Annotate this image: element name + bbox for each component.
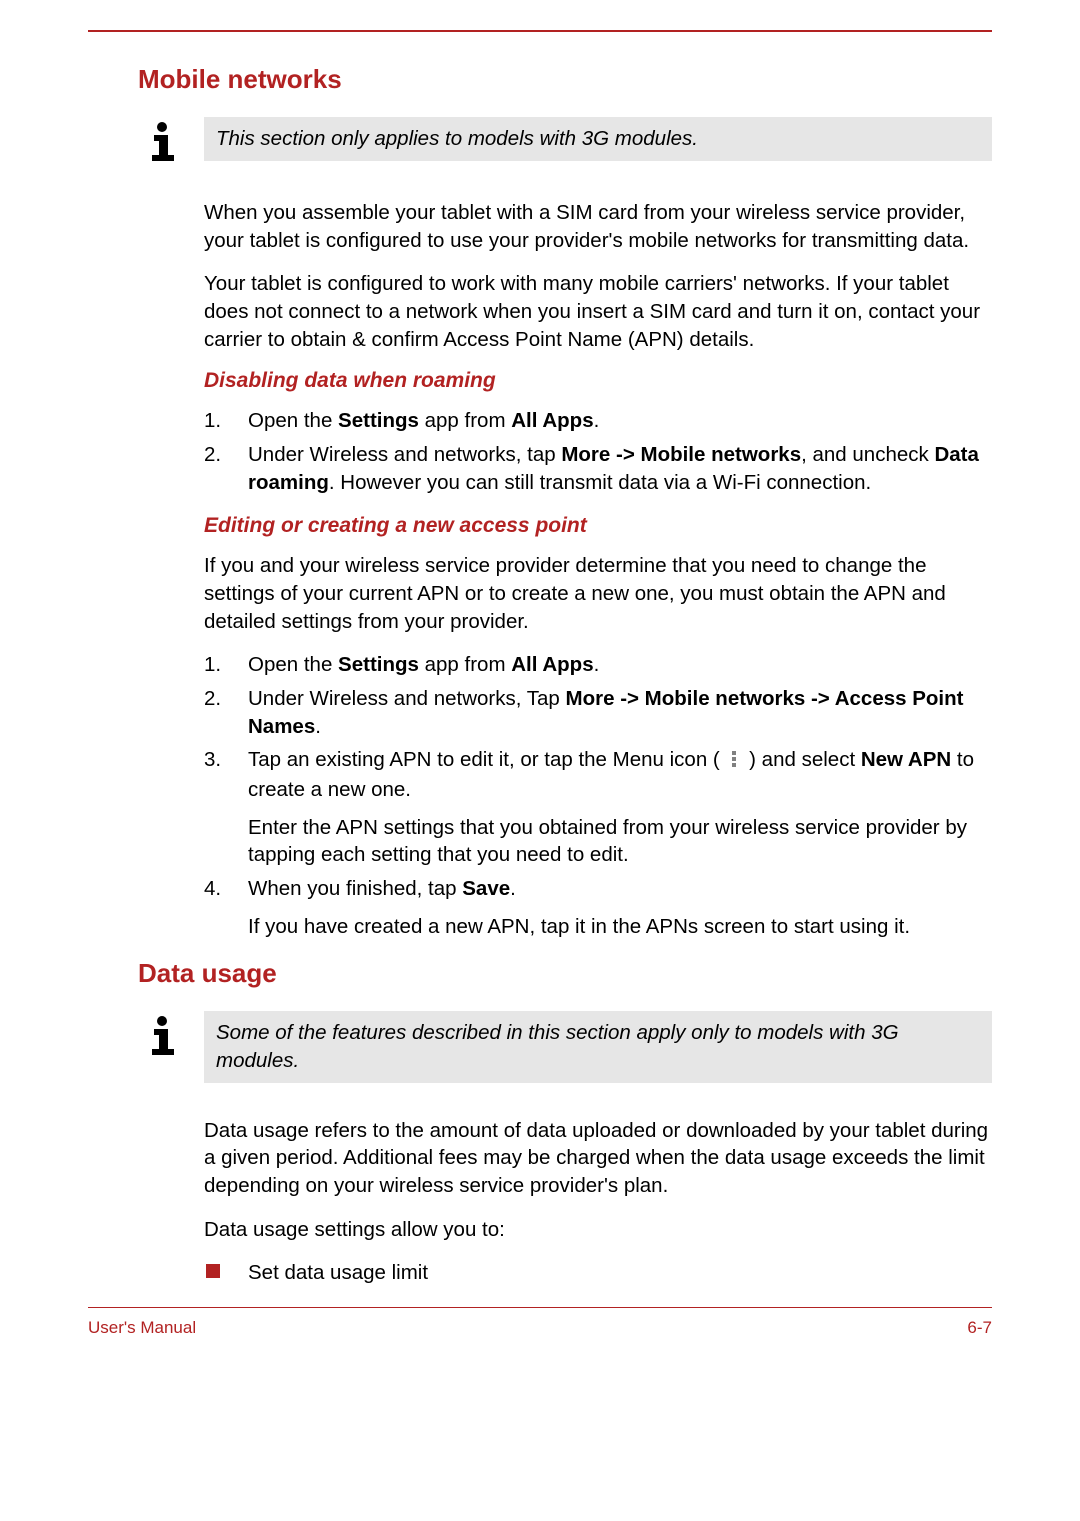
steps-disable-roaming: Open the Settings app from All Apps. Und… — [204, 407, 992, 496]
info-icon — [138, 1011, 186, 1059]
bottom-rule — [88, 1307, 992, 1308]
heading-disable-roaming: Disabling data when roaming — [204, 369, 992, 393]
note-text: Some of the features described in this s… — [204, 1011, 992, 1082]
note-text: This section only applies to models with… — [204, 117, 992, 161]
p-data-usage-2: Data usage settings allow you to: — [204, 1216, 992, 1244]
note-mobile-networks: This section only applies to models with… — [88, 117, 992, 165]
step-4-sub: If you have created a new APN, tap it in… — [248, 913, 992, 941]
step-1: Open the Settings app from All Apps. — [204, 651, 992, 679]
p-apn-intro: If you and your wireless service provide… — [204, 552, 992, 635]
step-4: When you finished, tap Save. If you have… — [204, 875, 992, 940]
p-mobile-2: Your tablet is configured to work with m… — [204, 270, 992, 353]
step-3-sub: Enter the APN settings that you obtained… — [248, 814, 992, 869]
data-usage-bullets: Set data usage limit — [204, 1259, 992, 1287]
step-1: Open the Settings app from All Apps. — [204, 407, 992, 435]
step-2: Under Wireless and networks, Tap More ->… — [204, 685, 992, 740]
steps-edit-apn: Open the Settings app from All Apps. Und… — [204, 651, 992, 940]
heading-edit-apn: Editing or creating a new access point — [204, 514, 992, 538]
p-mobile-1: When you assemble your tablet with a SIM… — [204, 199, 992, 254]
step-3: Tap an existing APN to edit it, or tap t… — [204, 746, 992, 869]
note-data-usage: Some of the features described in this s… — [88, 1011, 992, 1082]
heading-data-usage: Data usage — [138, 958, 992, 989]
footer-right: 6-7 — [967, 1318, 992, 1338]
info-icon — [138, 117, 186, 165]
menu-dots-icon — [727, 748, 741, 776]
p-data-usage-1: Data usage refers to the amount of data … — [204, 1117, 992, 1200]
bullet-1: Set data usage limit — [204, 1259, 992, 1287]
page-footer: User's Manual 6-7 — [88, 1318, 992, 1338]
step-2: Under Wireless and networks, tap More ->… — [204, 441, 992, 496]
footer-left: User's Manual — [88, 1318, 196, 1338]
top-rule — [88, 30, 992, 32]
heading-mobile-networks: Mobile networks — [138, 64, 992, 95]
